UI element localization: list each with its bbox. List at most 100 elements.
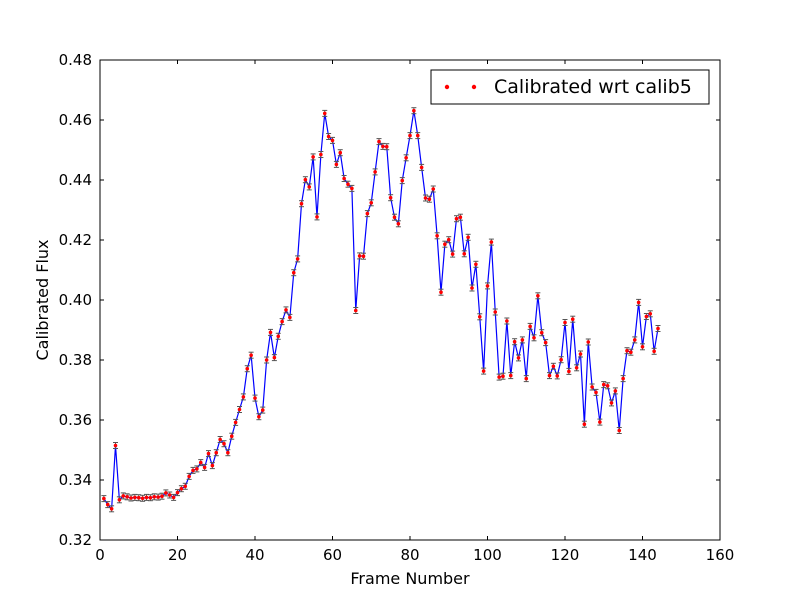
data-point: [245, 366, 250, 371]
data-point: [570, 317, 575, 322]
data-point: [198, 460, 203, 465]
data-point: [601, 382, 606, 387]
data-point: [365, 211, 370, 216]
data-point: [373, 170, 377, 174]
data-point: [446, 237, 451, 242]
x-tick-label: 60: [323, 546, 342, 564]
x-tick-label: 140: [628, 546, 657, 564]
data-point: [291, 270, 296, 275]
data-point: [144, 495, 149, 500]
data-point: [214, 450, 219, 455]
plot-layer: [101, 107, 661, 513]
data-point: [342, 176, 346, 181]
data-point: [582, 422, 587, 427]
data-point: [264, 358, 269, 362]
data-point: [625, 348, 629, 353]
data-point: [590, 385, 594, 389]
data-point: [415, 133, 420, 138]
data-point: [578, 352, 583, 356]
data-point: [369, 201, 374, 205]
data-point: [419, 165, 424, 170]
data-point: [489, 240, 494, 244]
x-tick-label: 40: [245, 546, 264, 564]
data-point: [652, 349, 656, 354]
data-point: [598, 420, 602, 424]
data-point: [167, 493, 172, 497]
data-point: [462, 252, 467, 256]
data-point: [396, 222, 401, 226]
data-point: [330, 138, 335, 143]
data-point: [284, 308, 288, 312]
y-tick-label: 0.42: [59, 231, 92, 249]
data-point: [210, 463, 215, 468]
data-point: [334, 162, 339, 167]
data-point: [303, 177, 308, 182]
x-axis-label: Frame Number: [350, 569, 470, 588]
axis-ticks: 0 20 40 60 80 100 120 140 160 0.32 0.34 0.36 0.38 0.4…: [59, 51, 735, 564]
data-point: [160, 494, 164, 499]
data-point: [621, 376, 625, 381]
data-point: [338, 150, 343, 155]
data-point: [547, 373, 552, 378]
x-tick-label: 20: [168, 546, 187, 564]
data-point: [183, 484, 188, 489]
data-point: [629, 350, 633, 355]
data-point: [594, 390, 598, 395]
data-point: [450, 252, 455, 256]
data-point: [439, 290, 443, 295]
data-point: [508, 373, 513, 378]
data-point: [477, 315, 482, 319]
data-point: [532, 336, 536, 340]
data-point: [408, 133, 412, 138]
data-point: [648, 312, 653, 316]
y-tick-label: 0.44: [59, 171, 92, 189]
data-point: [474, 262, 478, 267]
legend-box: [430, 69, 710, 105]
data-point: [505, 319, 509, 323]
data-point: [346, 182, 350, 186]
y-tick-label: 0.46: [59, 111, 92, 129]
data-point: [392, 215, 397, 219]
data-point: [322, 111, 327, 116]
x-tick-label: 160: [706, 546, 735, 564]
data-point: [516, 356, 521, 360]
data-point: [404, 156, 408, 160]
data-point: [454, 216, 459, 221]
data-point: [586, 340, 591, 344]
data-point: [105, 502, 110, 507]
data-point: [117, 498, 122, 502]
x-tick-label: 120: [551, 546, 580, 564]
data-point: [156, 495, 160, 499]
data-point: [191, 468, 195, 473]
data-point: [179, 486, 184, 491]
data-point: [605, 384, 610, 388]
data-point: [431, 187, 436, 191]
y-tick-label: 0.38: [59, 351, 92, 369]
data-point: [656, 326, 660, 331]
data-point: [640, 345, 645, 349]
x-tick-label: 100: [473, 546, 502, 564]
legend: Calibrated wrt calib5: [430, 69, 710, 105]
data-point: [226, 450, 230, 455]
data-point: [218, 437, 222, 442]
data-point: [493, 310, 498, 314]
data-point: [466, 235, 470, 240]
data-point: [427, 197, 432, 201]
data-point: [412, 108, 416, 113]
data-point: [632, 338, 637, 342]
y-tick-label: 0.36: [59, 411, 92, 429]
data-point: [164, 491, 168, 495]
data-point: [350, 186, 354, 191]
data-point: [563, 320, 567, 325]
data-point: [229, 434, 234, 439]
legend-marker-right: [471, 84, 477, 90]
data-point: [574, 366, 579, 370]
data-point: [222, 441, 226, 446]
data-point: [609, 401, 614, 405]
data-point: [613, 389, 618, 393]
data-point: [458, 215, 463, 219]
data-point: [315, 215, 319, 219]
data-point: [253, 396, 257, 400]
y-tick-label: 0.32: [59, 531, 92, 549]
